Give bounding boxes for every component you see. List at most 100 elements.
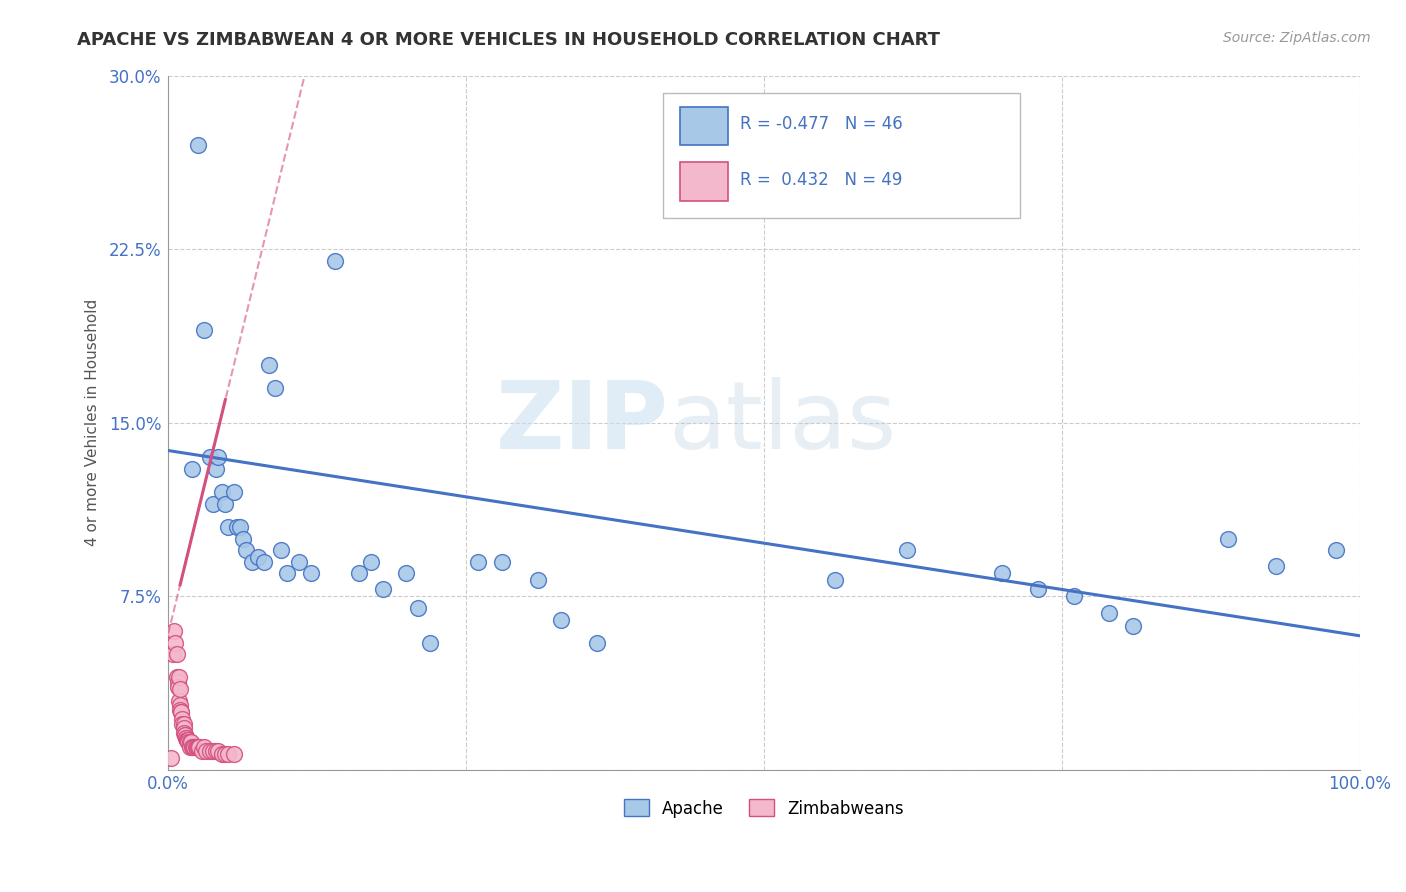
Point <box>491 555 513 569</box>
Point <box>419 635 441 649</box>
Point <box>174 731 197 745</box>
Point <box>179 735 201 749</box>
Point <box>173 722 195 736</box>
Point <box>226 520 249 534</box>
Point <box>173 716 195 731</box>
Point <box>166 680 188 694</box>
Point <box>193 739 215 754</box>
Point <box>550 613 572 627</box>
Point <box>299 566 322 581</box>
Point <box>214 497 236 511</box>
Point <box>166 670 188 684</box>
Point <box>169 681 191 696</box>
Point <box>190 744 212 758</box>
Point <box>222 747 245 761</box>
Point <box>187 138 209 153</box>
Point <box>395 566 418 581</box>
Text: APACHE VS ZIMBABWEAN 4 OR MORE VEHICLES IN HOUSEHOLD CORRELATION CHART: APACHE VS ZIMBABWEAN 4 OR MORE VEHICLES … <box>77 31 941 49</box>
Point <box>991 566 1014 581</box>
Legend: Apache, Zimbabweans: Apache, Zimbabweans <box>617 793 911 824</box>
Point <box>288 555 311 569</box>
Point <box>202 744 225 758</box>
Point <box>184 739 207 754</box>
Point <box>166 647 188 661</box>
Point <box>172 716 194 731</box>
Point <box>264 381 287 395</box>
Point <box>214 747 236 761</box>
Point <box>1026 582 1049 597</box>
Text: R =  0.432   N = 49: R = 0.432 N = 49 <box>740 170 903 189</box>
Point <box>205 744 228 758</box>
Point <box>159 751 181 765</box>
Point <box>176 732 198 747</box>
Point <box>360 555 382 569</box>
Point <box>179 739 201 754</box>
Point <box>173 726 195 740</box>
Point <box>408 601 430 615</box>
Point <box>166 675 188 690</box>
Point <box>195 744 218 758</box>
Point <box>240 555 263 569</box>
Point <box>252 555 274 569</box>
Point <box>181 739 204 754</box>
Point <box>163 624 186 639</box>
Point <box>198 450 221 465</box>
Point <box>259 358 281 372</box>
Point <box>177 735 200 749</box>
Point <box>176 732 198 747</box>
Point <box>1218 532 1240 546</box>
Point <box>586 635 609 649</box>
Point <box>170 705 193 719</box>
Text: Source: ZipAtlas.com: Source: ZipAtlas.com <box>1223 31 1371 45</box>
Point <box>246 549 269 564</box>
Point <box>193 323 215 337</box>
Point <box>217 747 239 761</box>
Point <box>169 698 191 713</box>
Point <box>186 739 208 754</box>
Point <box>177 732 200 747</box>
Point <box>169 703 191 717</box>
Point <box>1122 619 1144 633</box>
Point <box>1265 559 1288 574</box>
Point <box>211 747 233 761</box>
FancyBboxPatch shape <box>681 162 728 201</box>
Text: R = -0.477   N = 46: R = -0.477 N = 46 <box>740 115 903 133</box>
Point <box>347 566 370 581</box>
Point <box>1324 543 1347 558</box>
Point <box>183 739 205 754</box>
Point <box>172 712 194 726</box>
Point <box>173 728 195 742</box>
Point <box>165 635 187 649</box>
Point <box>167 693 190 707</box>
Point <box>167 670 190 684</box>
Point <box>211 485 233 500</box>
Point <box>824 573 846 587</box>
Point <box>173 728 195 742</box>
Point <box>896 543 918 558</box>
Point <box>180 735 202 749</box>
Point <box>276 566 298 581</box>
Point <box>198 744 221 758</box>
Point <box>162 647 184 661</box>
Point <box>232 532 254 546</box>
Point <box>202 497 225 511</box>
FancyBboxPatch shape <box>681 107 728 145</box>
Point <box>323 253 346 268</box>
Point <box>270 543 292 558</box>
Y-axis label: 4 or more Vehicles in Household: 4 or more Vehicles in Household <box>86 299 100 547</box>
Point <box>174 731 197 745</box>
Point <box>181 739 204 754</box>
Point <box>217 520 239 534</box>
FancyBboxPatch shape <box>662 93 1019 218</box>
Point <box>222 485 245 500</box>
Point <box>170 705 193 719</box>
Point <box>188 739 211 754</box>
Text: atlas: atlas <box>668 376 897 469</box>
Text: ZIP: ZIP <box>496 376 668 469</box>
Point <box>207 744 229 758</box>
Point <box>228 520 250 534</box>
Point <box>205 462 228 476</box>
Point <box>1063 590 1085 604</box>
Point <box>181 462 204 476</box>
Point <box>187 739 209 754</box>
